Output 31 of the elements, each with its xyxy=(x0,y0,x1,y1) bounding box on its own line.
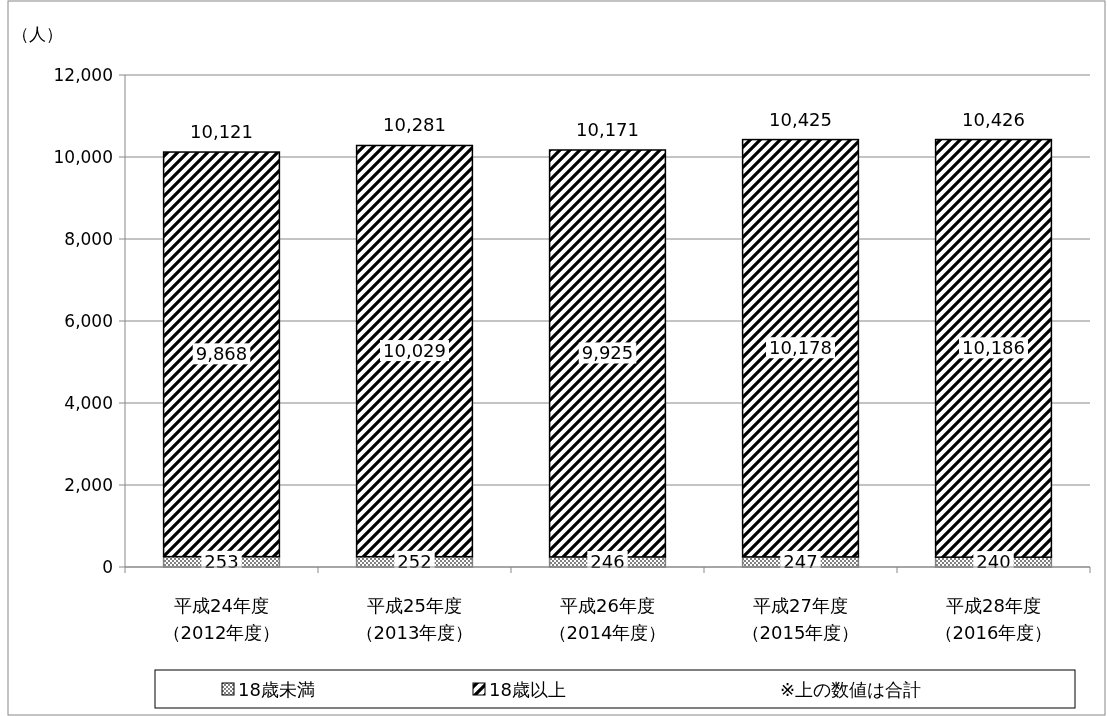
y-tick-label: 2,000 xyxy=(64,475,113,495)
data-label: 240 xyxy=(976,551,1011,573)
data-label: 9,925 xyxy=(581,342,634,364)
x-tick-label: 平成27年度（2015年度） xyxy=(741,595,860,643)
total-label: 10,426 xyxy=(962,108,1025,130)
data-label: 253 xyxy=(204,550,239,572)
y-tick-label: 8,000 xyxy=(64,229,113,249)
data-label: 10,029 xyxy=(383,340,446,362)
x-tick-label: 平成24年度（2012年度） xyxy=(162,595,281,643)
total-label: 10,121 xyxy=(190,121,253,143)
y-tick-label: 10,000 xyxy=(53,147,113,167)
total-label: 10,171 xyxy=(576,118,639,140)
y-axis-title: （人） xyxy=(12,24,63,44)
y-tick-label: 4,000 xyxy=(64,393,113,413)
data-label: 252 xyxy=(397,550,432,572)
data-label: 246 xyxy=(590,550,625,572)
legend-label: 18歳以上 xyxy=(489,679,566,700)
x-tick-label: 平成28年度（2016年度） xyxy=(934,595,1053,643)
y-tick-label: 6,000 xyxy=(64,311,113,331)
data-label: 10,186 xyxy=(962,337,1025,359)
total-label: 10,425 xyxy=(769,108,832,130)
data-label: 10,178 xyxy=(769,337,832,359)
x-tick-label: 平成26年度（2014年度） xyxy=(548,595,667,643)
text: ※上の数値は合計 xyxy=(780,679,922,700)
y-tick-label: 0 xyxy=(102,557,113,577)
y-tick-label: 12,000 xyxy=(53,65,113,85)
total-label: 10,281 xyxy=(383,114,446,136)
data-label: 9,868 xyxy=(195,343,248,365)
legend-label: 18歳未満 xyxy=(238,679,315,700)
data-label: 247 xyxy=(783,550,818,572)
x-tick-label: 平成25年度（2013年度） xyxy=(355,595,474,643)
